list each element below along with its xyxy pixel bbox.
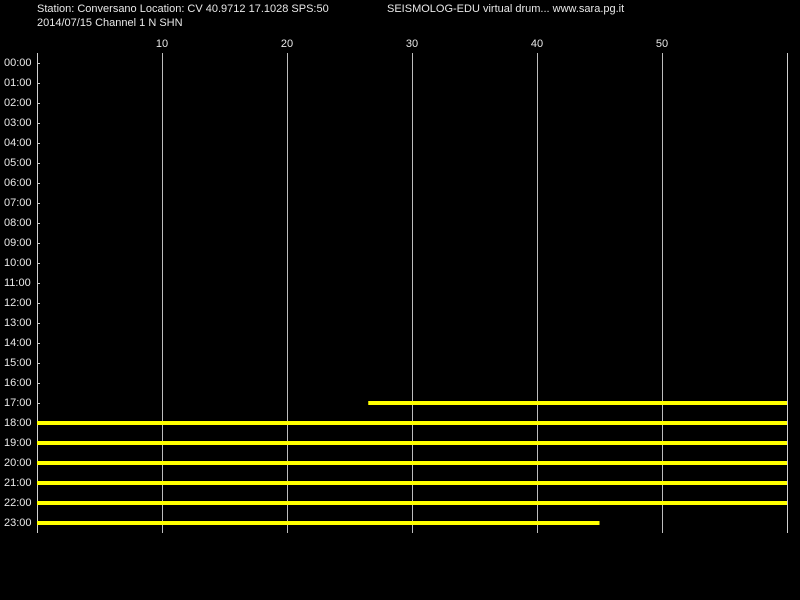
- trace: [37, 421, 787, 425]
- row-label: 22:00: [4, 497, 32, 509]
- row-label: 05:00: [4, 157, 32, 169]
- x-tick-label: 30: [406, 38, 418, 50]
- row-label: 21:00: [4, 477, 32, 489]
- row-label: 17:00: [4, 397, 32, 409]
- row-label: 11:00: [4, 277, 31, 289]
- chart-title: Station: Conversano Location: CV 40.9712…: [37, 3, 329, 15]
- x-tick-label: 20: [281, 38, 293, 50]
- row-label: 04:00: [4, 137, 32, 149]
- row-label: 10:00: [4, 257, 32, 269]
- trace: [368, 401, 787, 405]
- chart-subtitle: 2014/07/15 Channel 1 N SHN: [37, 17, 183, 29]
- trace: [37, 521, 600, 525]
- row-label: 14:00: [4, 337, 32, 349]
- row-label: 20:00: [4, 457, 32, 469]
- annotation: SEISMOLOG-EDU virtual drum... www.sara.p…: [387, 3, 624, 15]
- row-label: 16:00: [4, 377, 32, 389]
- row-label: 18:00: [4, 417, 32, 429]
- row-label: 01:00: [4, 77, 32, 89]
- row-label: 19:00: [4, 437, 32, 449]
- row-label: 03:00: [4, 117, 32, 129]
- row-label: 09:00: [4, 237, 32, 249]
- x-tick-label: 40: [531, 38, 543, 50]
- row-label: 12:00: [4, 297, 32, 309]
- x-tick-label: 10: [156, 38, 168, 50]
- row-label: 06:00: [4, 177, 32, 189]
- trace: [37, 461, 787, 465]
- row-label: 13:00: [4, 317, 32, 329]
- row-label: 23:00: [4, 517, 32, 529]
- trace: [37, 481, 787, 485]
- row-label: 02:00: [4, 97, 32, 109]
- x-tick-label: 50: [656, 38, 668, 50]
- row-label: 08:00: [4, 217, 32, 229]
- row-label: 07:00: [4, 197, 32, 209]
- trace: [37, 441, 787, 445]
- row-label: 15:00: [4, 357, 32, 369]
- trace: [37, 501, 787, 505]
- row-label: 00:00: [4, 57, 32, 69]
